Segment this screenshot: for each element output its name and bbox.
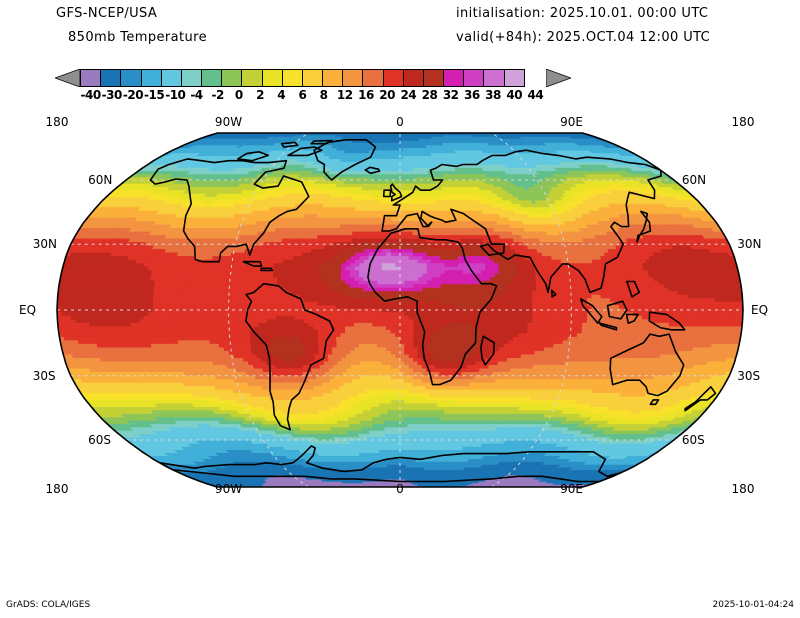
- longitude-tick-label: 0: [396, 115, 404, 129]
- colorbar-tick-label: 8: [319, 88, 328, 102]
- colorbar-tick-label: -30: [101, 88, 123, 102]
- colorbar-cell: [120, 69, 142, 87]
- colorbar-cell: [362, 69, 384, 87]
- colorbar-tick-label: 4: [277, 88, 286, 102]
- colorbar-cell: [100, 69, 122, 87]
- colorbar: -40 -30 -20 -15 -10 -4 -2 0 2 4 6 8 12 16 20 24 28 32 36 38…: [55, 69, 571, 105]
- latitude-tick-label: EQ: [751, 303, 769, 317]
- longitude-tick-label: 180: [731, 115, 755, 129]
- longitude-tick-label: 90W: [214, 115, 243, 129]
- colorbar-tick-label: -2: [211, 88, 225, 102]
- graticule-lines: [57, 133, 743, 487]
- colorbar-cell: [382, 69, 404, 87]
- latitude-tick-label: 30N: [32, 237, 57, 252]
- colorbar-cell: [503, 69, 525, 87]
- colorbar-cell: [201, 69, 223, 87]
- colorbar-cell: [261, 69, 283, 87]
- colorbar-tick-label: 32: [442, 88, 459, 102]
- longitude-tick-label: 90W: [214, 482, 243, 496]
- colorbar-tick-label: 40: [506, 88, 523, 102]
- colorbar-tick-label: 16: [358, 88, 374, 102]
- colorbar-cell: [160, 69, 182, 87]
- colorbar-cell: [463, 69, 485, 87]
- latitude-tick-label: 60N: [681, 172, 707, 187]
- latitude-tick-label: 60S: [681, 433, 705, 448]
- world-temperature-map: [56, 132, 744, 488]
- colorbar-cell: [180, 69, 203, 87]
- colorbar-under-arrow-icon: [55, 69, 80, 87]
- longitude-tick-label: 180: [45, 482, 69, 496]
- colorbar-cell: [221, 69, 243, 87]
- map-plot: 180 90W 0 90E 180 180 90W 0 90E 180 60N 30N EQ 30S 6…: [0, 110, 800, 510]
- footer-timestamp: 2025-10-01-04:24: [712, 600, 795, 610]
- colorbar-cell: [483, 69, 505, 87]
- longitude-tick-label: 90E: [560, 115, 583, 129]
- longitude-tick-label: 90E: [560, 482, 583, 496]
- valid-time: valid(+84h): 2025.OCT.04 12:00 UTC: [456, 30, 711, 45]
- latitude-tick-label: 30S: [32, 368, 56, 383]
- colorbar-cell: [322, 69, 344, 87]
- colorbar-cell: [422, 69, 445, 87]
- globe-outline: [56, 132, 744, 488]
- level-subtitle: 850mb Temperature: [68, 30, 208, 45]
- colorbar-tick-labels: -40 -30 -20 -15 -10 -4 -2 0 2 4 6 8 12 16 20 24 28 32 36 38…: [55, 88, 571, 104]
- latitude-tick-label: 60S: [88, 433, 111, 448]
- coastlines: [149, 139, 717, 483]
- colorbar-tick-label: 20: [379, 88, 395, 102]
- colorbar-tick-label: 0: [234, 88, 243, 102]
- colorbar-tick-label: -10: [165, 88, 186, 102]
- colorbar-tick-label: 24: [400, 88, 417, 102]
- colorbar-tick-label: 6: [298, 88, 307, 102]
- colorbar-cell: [443, 69, 465, 87]
- colorbar-tick-label: 44: [527, 88, 544, 102]
- latitude-tick-label: 60N: [88, 172, 113, 187]
- colorbar-tick-label: -40: [80, 88, 101, 102]
- colorbar-cell: [80, 69, 102, 87]
- colorbar-tick-label: 28: [421, 88, 438, 102]
- colorbar-cell: [342, 69, 364, 87]
- model-title: GFS-NCEP/USA: [56, 6, 158, 21]
- latitude-tick-label: 30N: [737, 237, 762, 252]
- footer-credit: GrADS: COLA/IGES: [6, 600, 91, 610]
- initialisation-time: initialisation: 2025.10.01. 00:00 UTC: [456, 6, 709, 21]
- longitude-tick-label: 180: [45, 115, 69, 129]
- colorbar-cell: [301, 69, 324, 87]
- latitude-tick-label: 30S: [737, 368, 761, 383]
- colorbar-tick-label: -20: [122, 88, 144, 102]
- colorbar-tick-label: 2: [256, 88, 264, 102]
- colorbar-cells: [80, 69, 525, 87]
- colorbar-tick-label: -4: [190, 88, 203, 102]
- colorbar-cell: [281, 69, 303, 87]
- colorbar-cell: [140, 69, 162, 87]
- longitude-tick-label: 0: [396, 482, 404, 496]
- colorbar-tick-label: 36: [464, 88, 480, 102]
- colorbar-tick-label: -15: [144, 88, 165, 102]
- colorbar-cell: [402, 69, 424, 87]
- colorbar-cell: [241, 69, 263, 87]
- colorbar-tick-label: 12: [336, 88, 353, 102]
- colorbar-over-arrow-icon: [546, 69, 571, 87]
- colorbar-tick-label: 38: [485, 88, 501, 102]
- latitude-tick-label: EQ: [19, 303, 37, 317]
- temperature-field: [57, 133, 743, 487]
- longitude-tick-label: 180: [731, 482, 755, 496]
